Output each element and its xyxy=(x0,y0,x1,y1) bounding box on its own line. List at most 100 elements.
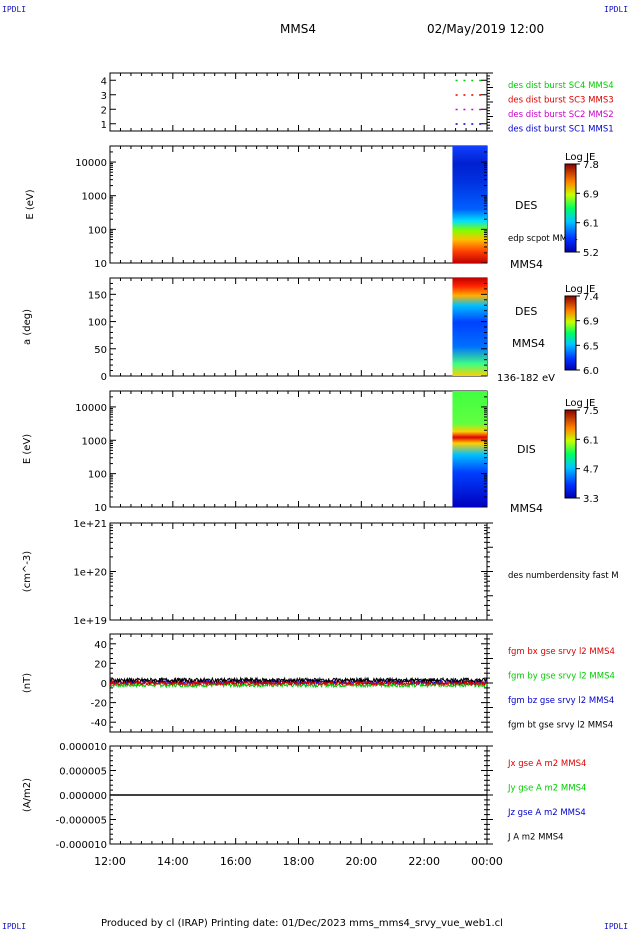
colorbar-tick-label: 4.7 xyxy=(583,465,599,476)
y-tick-label: 10 xyxy=(94,503,107,514)
x-tick-label: 16:00 xyxy=(220,855,252,868)
y-tick-label: 1e+20 xyxy=(73,568,107,579)
burst-dot-blue xyxy=(471,123,474,125)
instrument-label: DIS xyxy=(517,443,536,456)
y-axis-label: E (eV) xyxy=(22,434,33,464)
colorbar-tick-label: 7.4 xyxy=(583,292,599,303)
burst-dot-magenta xyxy=(455,108,458,111)
y-tick-label: 0.000005 xyxy=(59,767,107,778)
legend-label: des numberdensity fast M xyxy=(508,571,619,581)
legend-label: des dist burst SC4 MMS4 xyxy=(508,81,614,91)
colorbar-2 xyxy=(564,295,577,371)
y-axis-label: (nT) xyxy=(22,673,33,693)
corner-label-bottom-left: IPDLI xyxy=(2,922,27,931)
burst-dot-magenta xyxy=(463,108,466,111)
x-tick-label: 20:00 xyxy=(345,855,377,868)
corner-label-bottom-right: IPDLI xyxy=(604,922,629,931)
colorbar-title: Log JE xyxy=(565,152,595,163)
y-axis-label: (cm^-3) xyxy=(22,551,33,592)
legend-label: des dist burst SC1 MMS1 xyxy=(508,125,614,135)
y-tick-label: 0 xyxy=(101,372,107,383)
burst-dot-green xyxy=(463,79,466,82)
spacecraft-title: MMS4 xyxy=(280,22,316,36)
panel-frame-3 xyxy=(109,277,488,377)
y-tick-label: -0.000005 xyxy=(56,816,107,827)
colorbar-title: Log JE xyxy=(565,398,595,409)
y-tick-label: 100 xyxy=(88,318,107,329)
y-tick-label: 100 xyxy=(88,470,107,481)
x-tick-label: 18:00 xyxy=(283,855,315,868)
panel-frame-4 xyxy=(109,390,488,508)
colorbar-tick-label: 3.3 xyxy=(583,494,599,505)
legend-label: J A m2 MMS4 xyxy=(507,833,564,843)
spacecraft-label: MMS4 xyxy=(512,337,545,350)
panel-frame-2 xyxy=(109,145,488,264)
y-tick-label: 1 xyxy=(101,120,107,131)
trace-black xyxy=(109,676,488,684)
legend-label: Jz gse A m2 MMS4 xyxy=(507,808,586,818)
date-title: 02/May/2019 12:00 xyxy=(427,22,545,36)
y-tick-label: -0.000010 xyxy=(56,840,107,851)
legend-label: fgm bz gse srvy l2 MMS4 xyxy=(508,696,614,706)
y-tick-label: 1e+19 xyxy=(73,616,107,627)
instrument-label: DES xyxy=(515,199,537,212)
y-tick-label: -40 xyxy=(91,718,107,729)
legend-label: fgm bx gse srvy l2 MMS4 xyxy=(508,647,615,657)
colorbar-tick-label: 5.2 xyxy=(583,248,599,259)
x-tick-label: 00:00 xyxy=(471,855,503,868)
spacecraft-label: MMS4 xyxy=(510,258,543,271)
des-energy-spectrogram xyxy=(452,146,487,263)
y-axis-label: E (eV) xyxy=(25,189,36,219)
energy-range-label: 136-182 eV xyxy=(497,373,555,384)
y-tick-label: 50 xyxy=(94,345,107,356)
burst-dot-red xyxy=(479,94,482,96)
colorbar-tick-label: 6.1 xyxy=(583,219,599,230)
x-tick-label: 22:00 xyxy=(408,855,440,868)
burst-dot-magenta xyxy=(471,108,474,111)
burst-dot-green xyxy=(479,79,482,82)
colorbar-tick-label: 6.9 xyxy=(583,317,599,328)
legend-label: fgm by gse srvy l2 MMS4 xyxy=(508,672,615,682)
y-tick-label: 40 xyxy=(94,640,107,651)
y-tick-label: 1e+21 xyxy=(73,519,107,530)
colorbar-tick-label: 7.8 xyxy=(583,160,599,171)
instrument-label: DES xyxy=(515,305,537,318)
spacecraft-label: MMS4 xyxy=(510,502,543,515)
y-tick-label: 10000 xyxy=(75,403,107,414)
colorbar-tick-label: 6.1 xyxy=(583,435,599,446)
colorbar-3 xyxy=(564,409,577,499)
y-axis-label: (A/m2) xyxy=(22,778,33,812)
y-tick-label: 150 xyxy=(88,290,107,301)
footer-credits: Produced by cl (IRAP) Printing date: 01/… xyxy=(101,918,503,929)
burst-dot-red xyxy=(455,94,458,96)
legend-label: Jy gse A m2 MMS4 xyxy=(507,784,586,794)
y-tick-label: 3 xyxy=(101,91,107,102)
legend-label: fgm bt gse srvy l2 MMS4 xyxy=(508,721,613,731)
panel-frame-1 xyxy=(109,72,488,132)
colorbar-tick-label: 6.9 xyxy=(583,189,599,200)
dis-energy-spectrogram xyxy=(452,391,487,507)
y-tick-label: 2 xyxy=(101,105,107,116)
y-tick-label: 0.000010 xyxy=(59,742,107,753)
legend-label: des dist burst SC2 MMS2 xyxy=(508,110,614,120)
y-tick-label: 0 xyxy=(101,679,107,690)
burst-dot-magenta xyxy=(479,108,482,111)
legend-label: des dist burst SC3 MMS3 xyxy=(508,96,614,106)
x-tick-label: 14:00 xyxy=(157,855,189,868)
colorbar-tick-label: 7.5 xyxy=(583,406,599,417)
colorbar-tick-label: 6.5 xyxy=(583,341,599,352)
colorbar-tick-label: 6.0 xyxy=(583,366,599,377)
y-tick-label: 1000 xyxy=(82,436,107,447)
y-tick-label: 20 xyxy=(94,659,107,670)
y-axis-label: a (deg) xyxy=(22,309,33,345)
burst-dot-blue xyxy=(479,123,482,125)
panel-frame-5 xyxy=(109,522,488,621)
burst-dot-green xyxy=(455,79,458,82)
legend-label: Jx gse A m2 MMS4 xyxy=(507,759,586,769)
y-tick-label: 4 xyxy=(101,76,107,87)
y-tick-label: 0.000000 xyxy=(59,791,107,802)
corner-label-top-left: IPDLI xyxy=(2,5,27,14)
burst-dot-red xyxy=(471,94,474,96)
colorbar-1 xyxy=(564,163,577,253)
